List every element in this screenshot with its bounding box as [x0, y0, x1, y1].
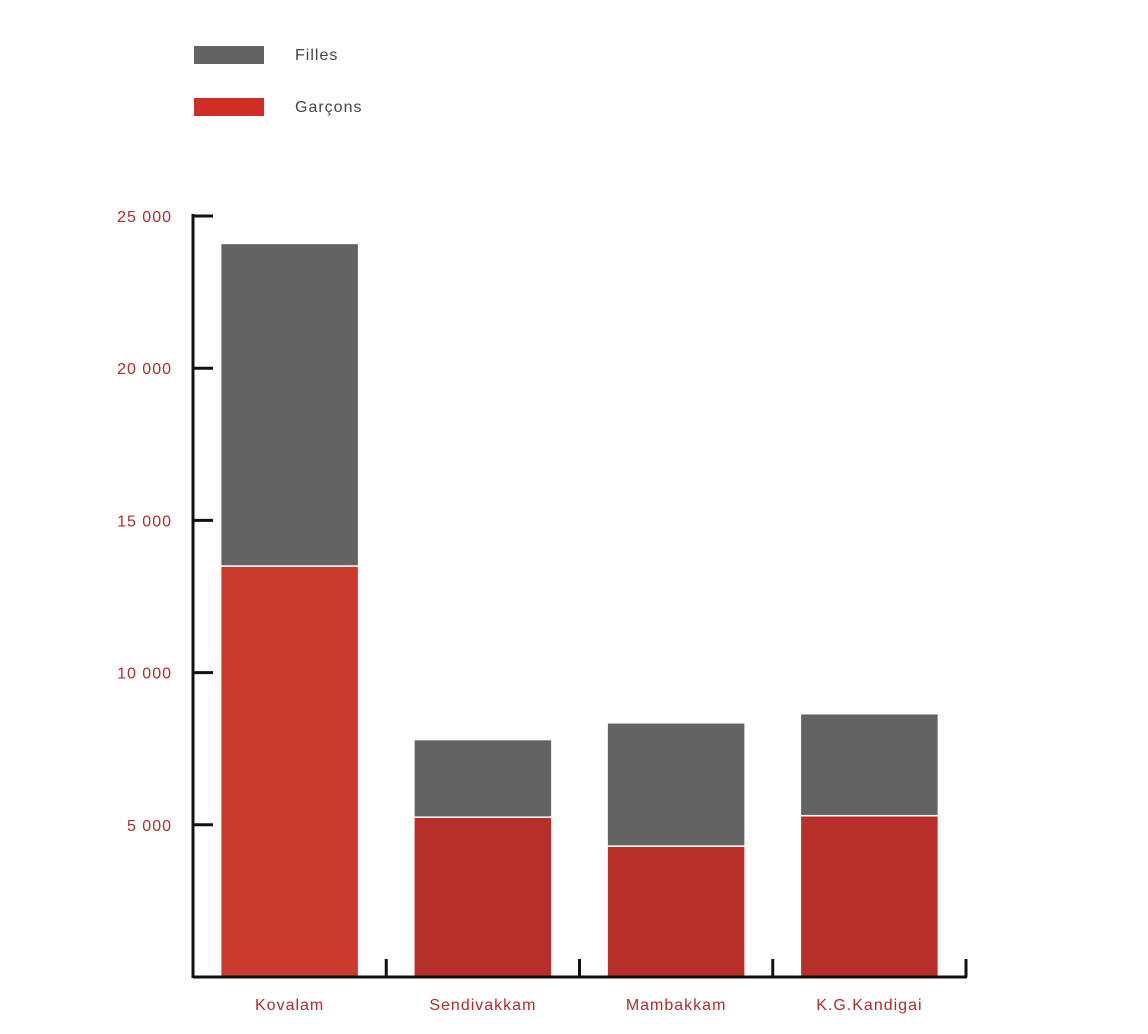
bar-filles-k-g-kandigai: [799, 712, 940, 817]
x-tick-label-k-g-kandigai: K.G.Kandigai: [816, 997, 922, 1014]
bar-garcons-kovalam: [219, 565, 360, 978]
bar-garcons-k-g-kandigai: [799, 814, 940, 978]
x-tick-label-sendivakkam: Sendivakkam: [429, 997, 536, 1014]
y-tick-label: 15 000: [117, 513, 172, 530]
y-tick-label: 10 000: [117, 666, 172, 683]
bars: [219, 242, 940, 978]
legend-label-garcons: Garçons: [295, 99, 362, 116]
y-tick-label: 5 000: [127, 818, 172, 835]
legend: Filles Garçons: [194, 46, 362, 116]
y-tick-label: 20 000: [117, 361, 172, 378]
legend-swatch-garcons: [194, 98, 264, 116]
x-tick-label-mambakkam: Mambakkam: [626, 997, 727, 1014]
y-ticks: 5 000 10 000 15 000 20 000 25 000: [117, 209, 213, 835]
bar-filles-sendivakkam: [413, 738, 553, 818]
y-tick-label: 25 000: [117, 209, 172, 226]
bar-filles-kovalam: [219, 242, 360, 567]
bar-garcons-mambakkam: [606, 845, 746, 978]
legend-swatch-filles: [194, 46, 264, 64]
bar-filles-mambakkam: [606, 722, 746, 847]
bar-garcons-sendivakkam: [413, 816, 553, 978]
x-tick-label-kovalam: Kovalam: [255, 997, 324, 1014]
x-ticks: Kovalam Sendivakkam Mambakkam K.G.Kandigai: [255, 959, 968, 1014]
legend-label-filles: Filles: [295, 47, 338, 64]
